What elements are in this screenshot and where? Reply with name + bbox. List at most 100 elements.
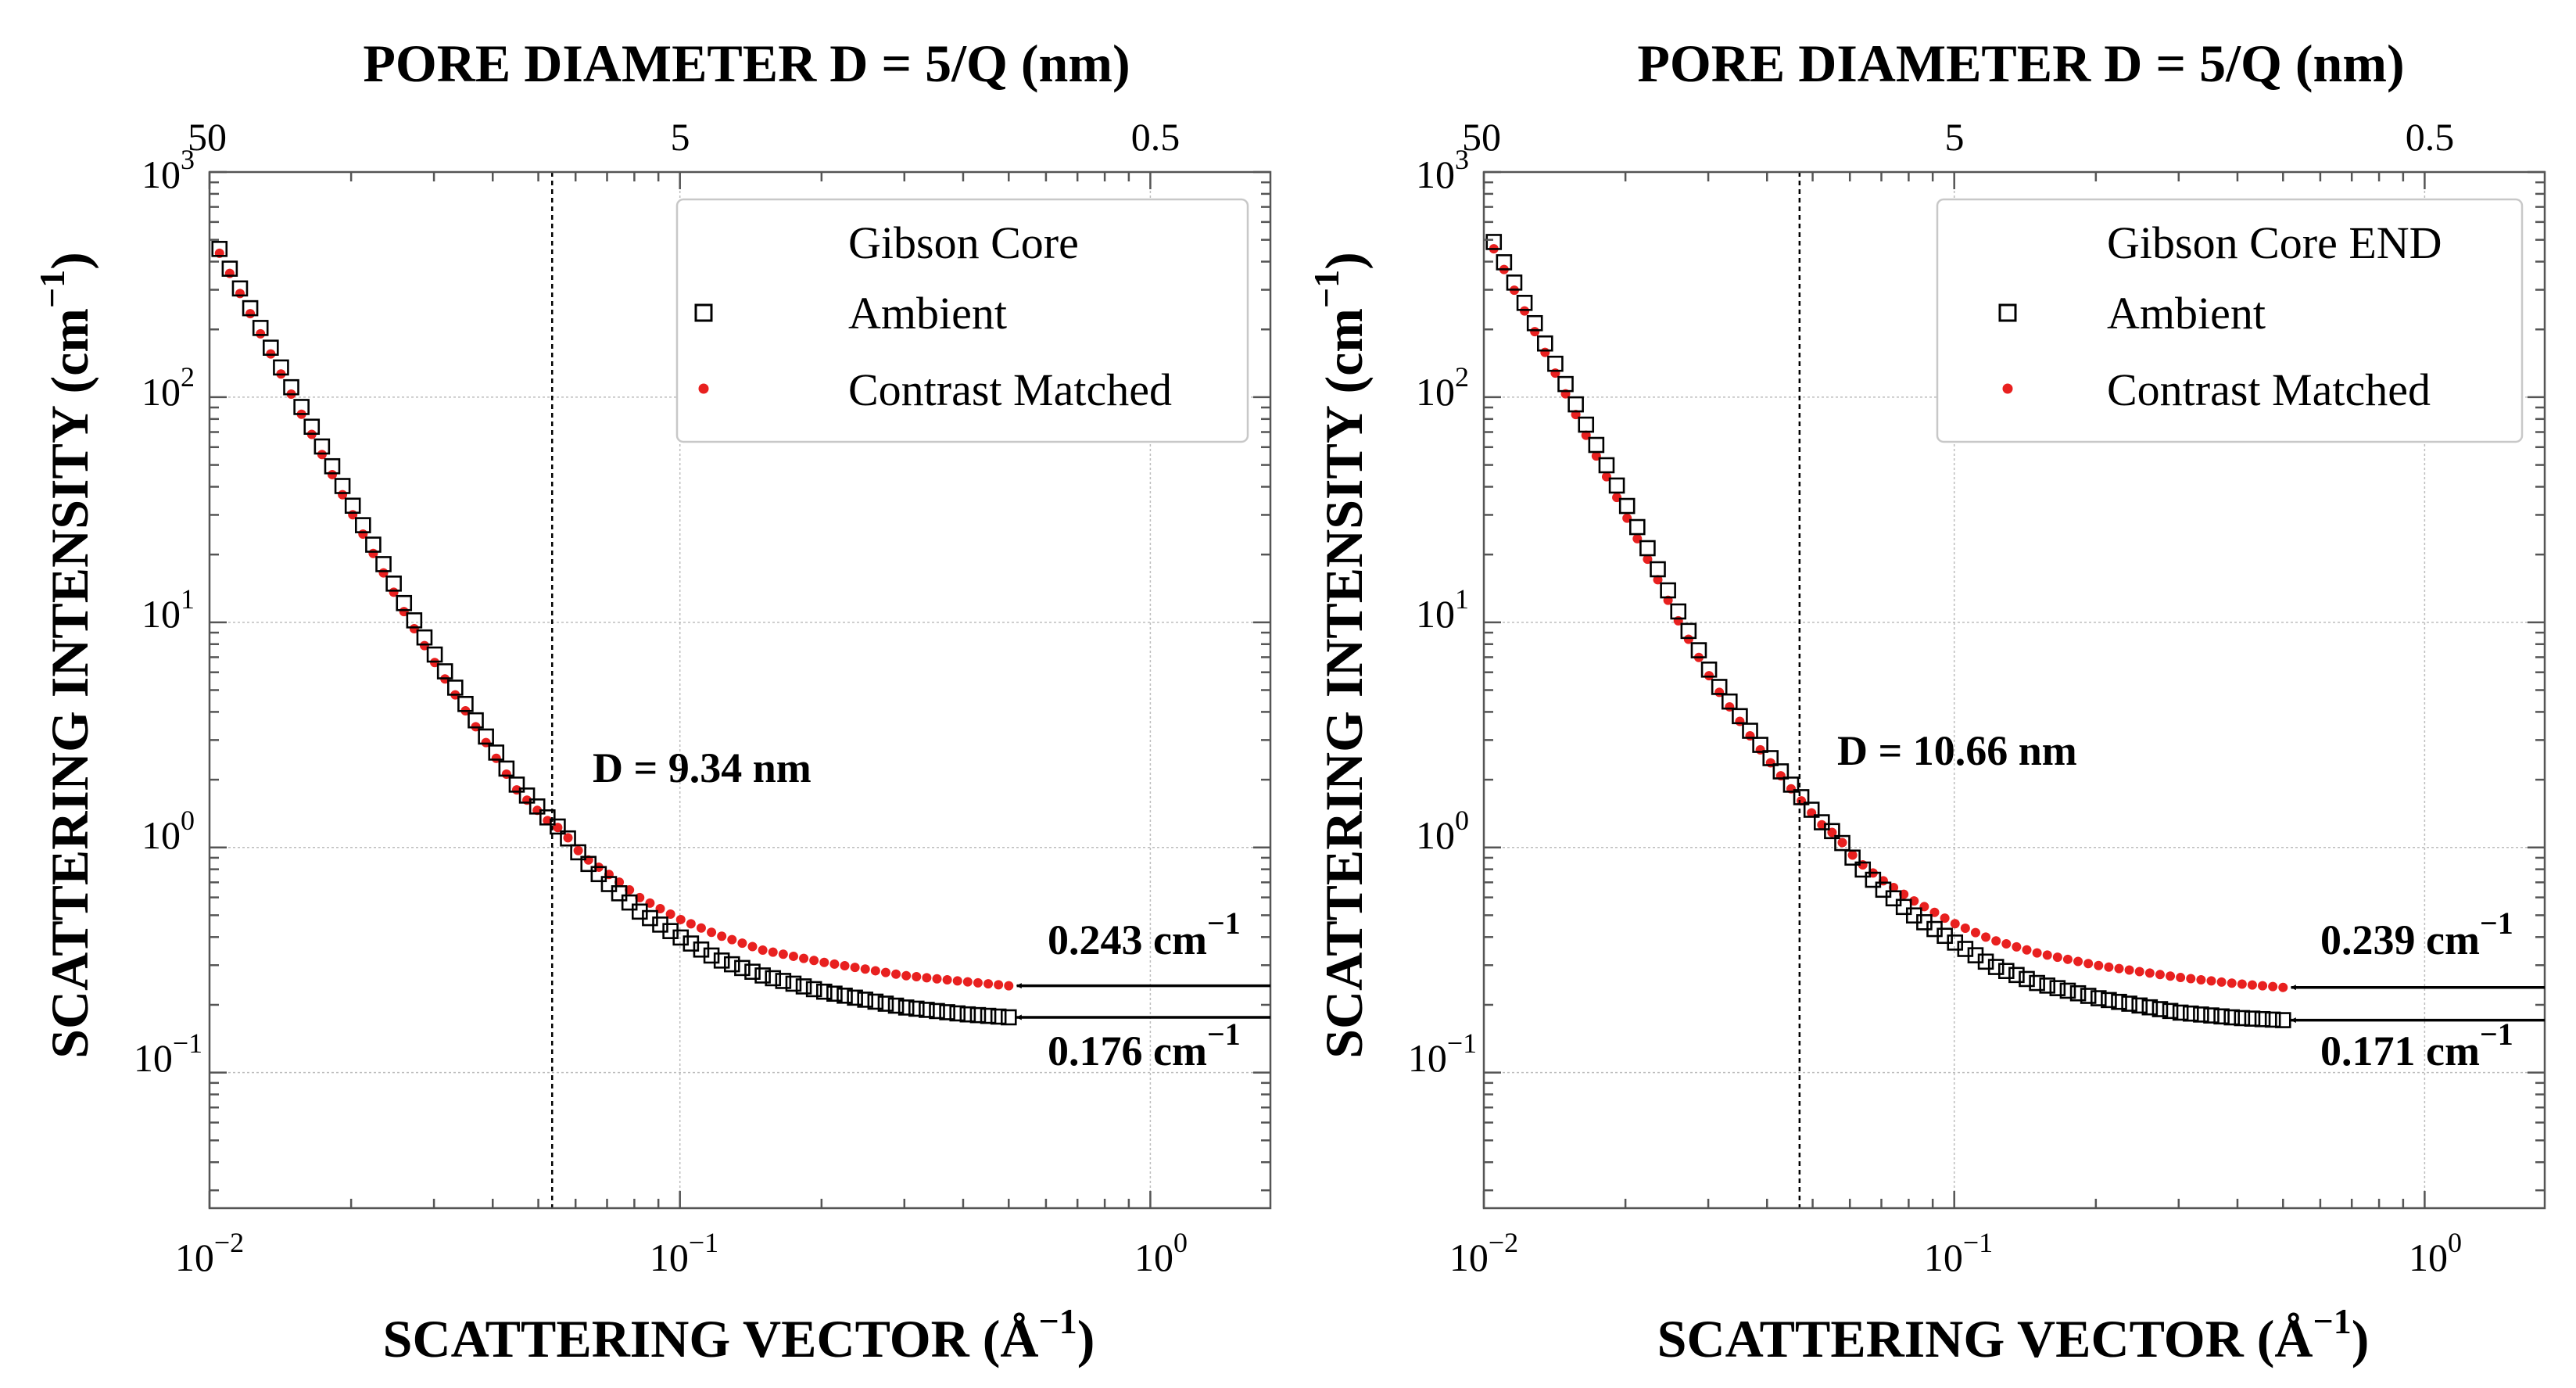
legend-contrast-marker xyxy=(2002,383,2013,394)
ambient-point xyxy=(990,1008,1007,1025)
contrast-matched-point xyxy=(686,919,696,929)
ambient-point xyxy=(1618,497,1636,515)
y-axis-label: SCATTERING INTENSITY (cm−1) xyxy=(1306,252,1374,1059)
ambient-point xyxy=(1628,518,1646,536)
y-tick-label: 101 xyxy=(1416,583,1469,636)
ambient-point xyxy=(570,844,586,861)
ambient-point xyxy=(897,999,915,1016)
contrast-matched-point xyxy=(840,961,850,971)
contrast-matched-point xyxy=(245,309,256,319)
legend-title: Gibson Core xyxy=(848,217,1079,268)
arrow-upper: 0.243 cm−1 xyxy=(1016,906,1270,989)
arrow-lower: 0.176 cm−1 xyxy=(1016,1014,1270,1074)
legend-ambient-label: Ambient xyxy=(848,288,1007,339)
left-chart-panel: PORE DIAMETER D = 5/Q (nm) 50 5 0.5 10−1… xyxy=(32,34,1272,1368)
legend-contrast-label: Contrast Matched xyxy=(848,364,1172,415)
ambient-point xyxy=(580,855,597,873)
svg-text:0.239 cm−1: 0.239 cm−1 xyxy=(2320,906,2513,963)
contrast-matched-point xyxy=(788,951,798,961)
x-axis-label: SCATTERING VECTOR (Å−1) xyxy=(383,1301,1095,1368)
ambient-point xyxy=(683,935,700,952)
ambient-point xyxy=(436,663,453,680)
ambient-point xyxy=(334,478,351,494)
x-tick-label: 10−1 xyxy=(650,1227,718,1279)
ambient-point xyxy=(2049,980,2066,996)
ambient-point xyxy=(283,378,299,396)
top-tick-label: 0.5 xyxy=(2406,115,2455,159)
contrast-matched-point xyxy=(327,469,337,479)
contrast-matched-point xyxy=(1683,634,1693,644)
ambient-point xyxy=(303,418,321,436)
pore-diameter-annotation: D = 10.66 nm xyxy=(1837,727,2077,774)
axis-ticks xyxy=(208,170,1270,1208)
ambient-point xyxy=(2121,995,2137,1012)
ambient-point xyxy=(1865,871,1882,888)
contrast-matched-point xyxy=(870,966,880,976)
ambient-point xyxy=(847,989,863,1006)
contrast-matched-point xyxy=(2258,981,2268,991)
x-tick-label: 10−2 xyxy=(1449,1227,1518,1279)
contrast-matched-point xyxy=(2042,950,2052,960)
ambient-point xyxy=(508,776,525,793)
svg-text:10−2: 10−2 xyxy=(175,1227,244,1279)
ambient-point xyxy=(908,1000,925,1017)
contrast-matched-point xyxy=(2062,954,2073,964)
data-points xyxy=(1485,234,2291,1028)
ambient-point xyxy=(1824,823,1840,840)
ambient-point xyxy=(293,399,310,415)
contrast-matched-point xyxy=(983,979,994,989)
contrast-matched-point xyxy=(1540,347,1550,357)
ambient-point xyxy=(1977,953,1994,970)
ambient-point xyxy=(2244,1010,2261,1027)
y-tick-label: 103 xyxy=(142,144,195,196)
contrast-matched-point xyxy=(717,931,727,941)
ambient-point xyxy=(2101,992,2117,1009)
ambient-point xyxy=(406,612,423,629)
ambient-point xyxy=(949,1005,966,1022)
contrast-matched-point xyxy=(2001,939,2012,949)
top-tick-label: 50 xyxy=(188,115,227,159)
legend: Gibson Core END Ambient Contrast Matched xyxy=(1936,198,2524,443)
ambient-point xyxy=(2059,982,2076,999)
ambient-point xyxy=(478,728,494,745)
ambient-point xyxy=(2131,997,2148,1014)
ambient-point xyxy=(2172,1004,2189,1021)
ambient-point xyxy=(723,956,740,973)
ambient-point xyxy=(980,1007,997,1024)
ambient-point xyxy=(211,241,228,257)
y-tick-label: 10−1 xyxy=(134,1028,202,1080)
contrast-matched-point xyxy=(901,970,912,981)
ambient-point xyxy=(528,798,546,815)
ambient-point xyxy=(939,1004,955,1020)
contrast-matched-point xyxy=(2186,974,2196,984)
ambient-point xyxy=(365,536,382,553)
ambient-point xyxy=(273,359,289,376)
contrast-matched-point xyxy=(747,941,758,952)
x-tick-label: 10−1 xyxy=(1924,1227,1993,1279)
ambient-point xyxy=(867,993,884,1010)
ambient-point xyxy=(1997,963,2015,979)
ambient-point xyxy=(1680,622,1697,640)
contrast-matched-point xyxy=(860,964,870,974)
ambient-point xyxy=(1742,723,1758,739)
ambient-point xyxy=(1854,861,1872,878)
contrast-matched-point xyxy=(2083,959,2094,969)
ambient-point xyxy=(2111,993,2127,1010)
contrast-matched-point xyxy=(737,938,747,949)
ambient-point xyxy=(600,876,618,892)
legend-ambient-marker xyxy=(694,303,713,322)
svg-text:10−1: 10−1 xyxy=(650,1227,718,1279)
x-tick-label: 10−2 xyxy=(175,1227,244,1279)
ambient-point xyxy=(2008,967,2025,984)
ambient-point xyxy=(1895,898,1912,916)
x-tick-label: 100 xyxy=(2409,1227,2462,1279)
legend-ambient-marker xyxy=(1998,303,2017,322)
arrow-upper: 0.239 cm−1 xyxy=(2290,906,2545,991)
contrast-matched-point xyxy=(1653,575,1663,585)
ambient-point xyxy=(837,987,853,1004)
contrast-matched-point xyxy=(962,977,973,987)
contrast-matched-point xyxy=(707,927,717,938)
ambient-point xyxy=(2234,1010,2251,1027)
ambient-point xyxy=(263,339,279,356)
y-tick-label: 100 xyxy=(142,805,195,857)
